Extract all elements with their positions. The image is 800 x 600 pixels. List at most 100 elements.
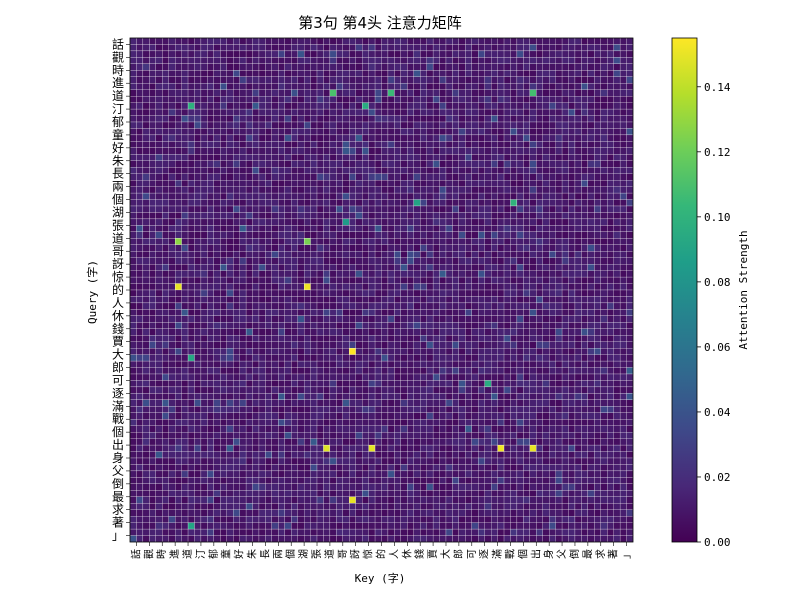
heatmap-cell (381, 386, 389, 394)
heatmap-cell (258, 283, 266, 291)
heatmap-cell (452, 199, 460, 207)
heatmap-cell (600, 257, 608, 265)
heatmap-cell (291, 192, 298, 200)
heatmap-cell (619, 386, 627, 394)
heatmap-cell (233, 257, 240, 265)
heatmap-cell (491, 192, 498, 200)
heatmap-cell (310, 432, 318, 439)
heatmap-cell (162, 289, 169, 297)
heatmap-cell (336, 309, 343, 316)
heatmap-cell (607, 406, 614, 413)
heatmap-cell (484, 348, 492, 355)
heatmap-cell (497, 270, 505, 278)
heatmap-cell (368, 108, 376, 116)
heatmap-cell (252, 444, 260, 452)
heatmap-cell (381, 367, 389, 375)
heatmap-cell (536, 147, 543, 155)
heatmap-cell (233, 399, 240, 407)
heatmap-cell (555, 115, 563, 123)
heatmap-cell (374, 328, 382, 336)
heatmap-cell (381, 276, 389, 284)
heatmap-cell (349, 348, 356, 355)
heatmap-cell (542, 186, 550, 194)
heatmap-cell (420, 44, 427, 52)
heatmap-cell (129, 225, 137, 232)
heatmap-cell (310, 244, 318, 252)
heatmap-cell (136, 444, 144, 452)
heatmap-cell (555, 251, 563, 258)
heatmap-cell (200, 115, 208, 123)
heatmap-cell (594, 270, 601, 278)
heatmap-cell (536, 328, 543, 336)
heatmap-cell (607, 37, 614, 45)
heatmap-cell (220, 154, 227, 161)
heatmap-cell (368, 341, 376, 349)
heatmap-cell (362, 354, 369, 362)
heatmap-cell (439, 264, 447, 271)
heatmap-cell (626, 386, 634, 394)
heatmap-cell (516, 393, 524, 400)
heatmap-cell (387, 335, 395, 342)
heatmap-cell (432, 270, 440, 278)
heatmap-cell (284, 128, 292, 136)
heatmap-cell (561, 212, 569, 220)
heatmap-cell (271, 141, 279, 148)
heatmap-cell (497, 128, 505, 136)
heatmap-cell (491, 154, 498, 161)
heatmap-cell (297, 302, 305, 310)
heatmap-cell (207, 341, 214, 349)
heatmap-cell (491, 315, 498, 323)
heatmap-cell (187, 205, 195, 213)
heatmap-cell (594, 373, 601, 381)
heatmap-cell (555, 186, 563, 194)
heatmap-cell (529, 212, 537, 220)
heatmap-cell (542, 315, 550, 323)
heatmap-cell (303, 167, 311, 174)
heatmap-cell (581, 89, 588, 97)
heatmap-cell (310, 70, 318, 77)
heatmap-cell (587, 264, 595, 271)
heatmap-cell (510, 244, 518, 252)
heatmap-cell (420, 76, 427, 84)
heatmap-cell (484, 432, 492, 439)
heatmap-cell (245, 386, 253, 394)
heatmap-cell (439, 212, 447, 220)
heatmap-cell (510, 438, 518, 446)
heatmap-cell (561, 335, 569, 342)
heatmap-cell (600, 37, 608, 45)
heatmap-cell (162, 57, 169, 64)
heatmap-cell (555, 302, 563, 310)
heatmap-cell (426, 63, 434, 71)
heatmap-cell (536, 218, 543, 226)
heatmap-cell (245, 186, 253, 194)
heatmap-cell (316, 244, 324, 252)
heatmap-cell (181, 341, 189, 349)
heatmap-cell (168, 121, 176, 129)
heatmap-cell (471, 425, 479, 433)
heatmap-cell (310, 264, 318, 271)
heatmap-cell (323, 154, 331, 161)
heatmap-cell (600, 412, 608, 420)
heatmap-cell (619, 76, 627, 84)
heatmap-cell (581, 412, 588, 420)
heatmap-cell (271, 289, 279, 297)
heatmap-cell (574, 160, 582, 168)
heatmap-cell (245, 115, 253, 123)
heatmap-cell (491, 341, 498, 349)
heatmap-cell (549, 380, 556, 388)
heatmap-cell (445, 432, 453, 439)
heatmap-cell (323, 57, 331, 64)
heatmap-cell (497, 276, 505, 284)
heatmap-cell (465, 225, 472, 232)
heatmap-cell (291, 257, 298, 265)
heatmap-cell (420, 289, 427, 297)
heatmap-cell (516, 173, 524, 181)
heatmap-cell (129, 173, 137, 181)
heatmap-cell (316, 147, 324, 155)
heatmap-cell (136, 412, 144, 420)
heatmap-cell (420, 412, 427, 420)
heatmap-cell (142, 393, 150, 400)
heatmap-cell (452, 380, 460, 388)
heatmap-cell (136, 50, 144, 58)
heatmap-cell (265, 89, 272, 97)
